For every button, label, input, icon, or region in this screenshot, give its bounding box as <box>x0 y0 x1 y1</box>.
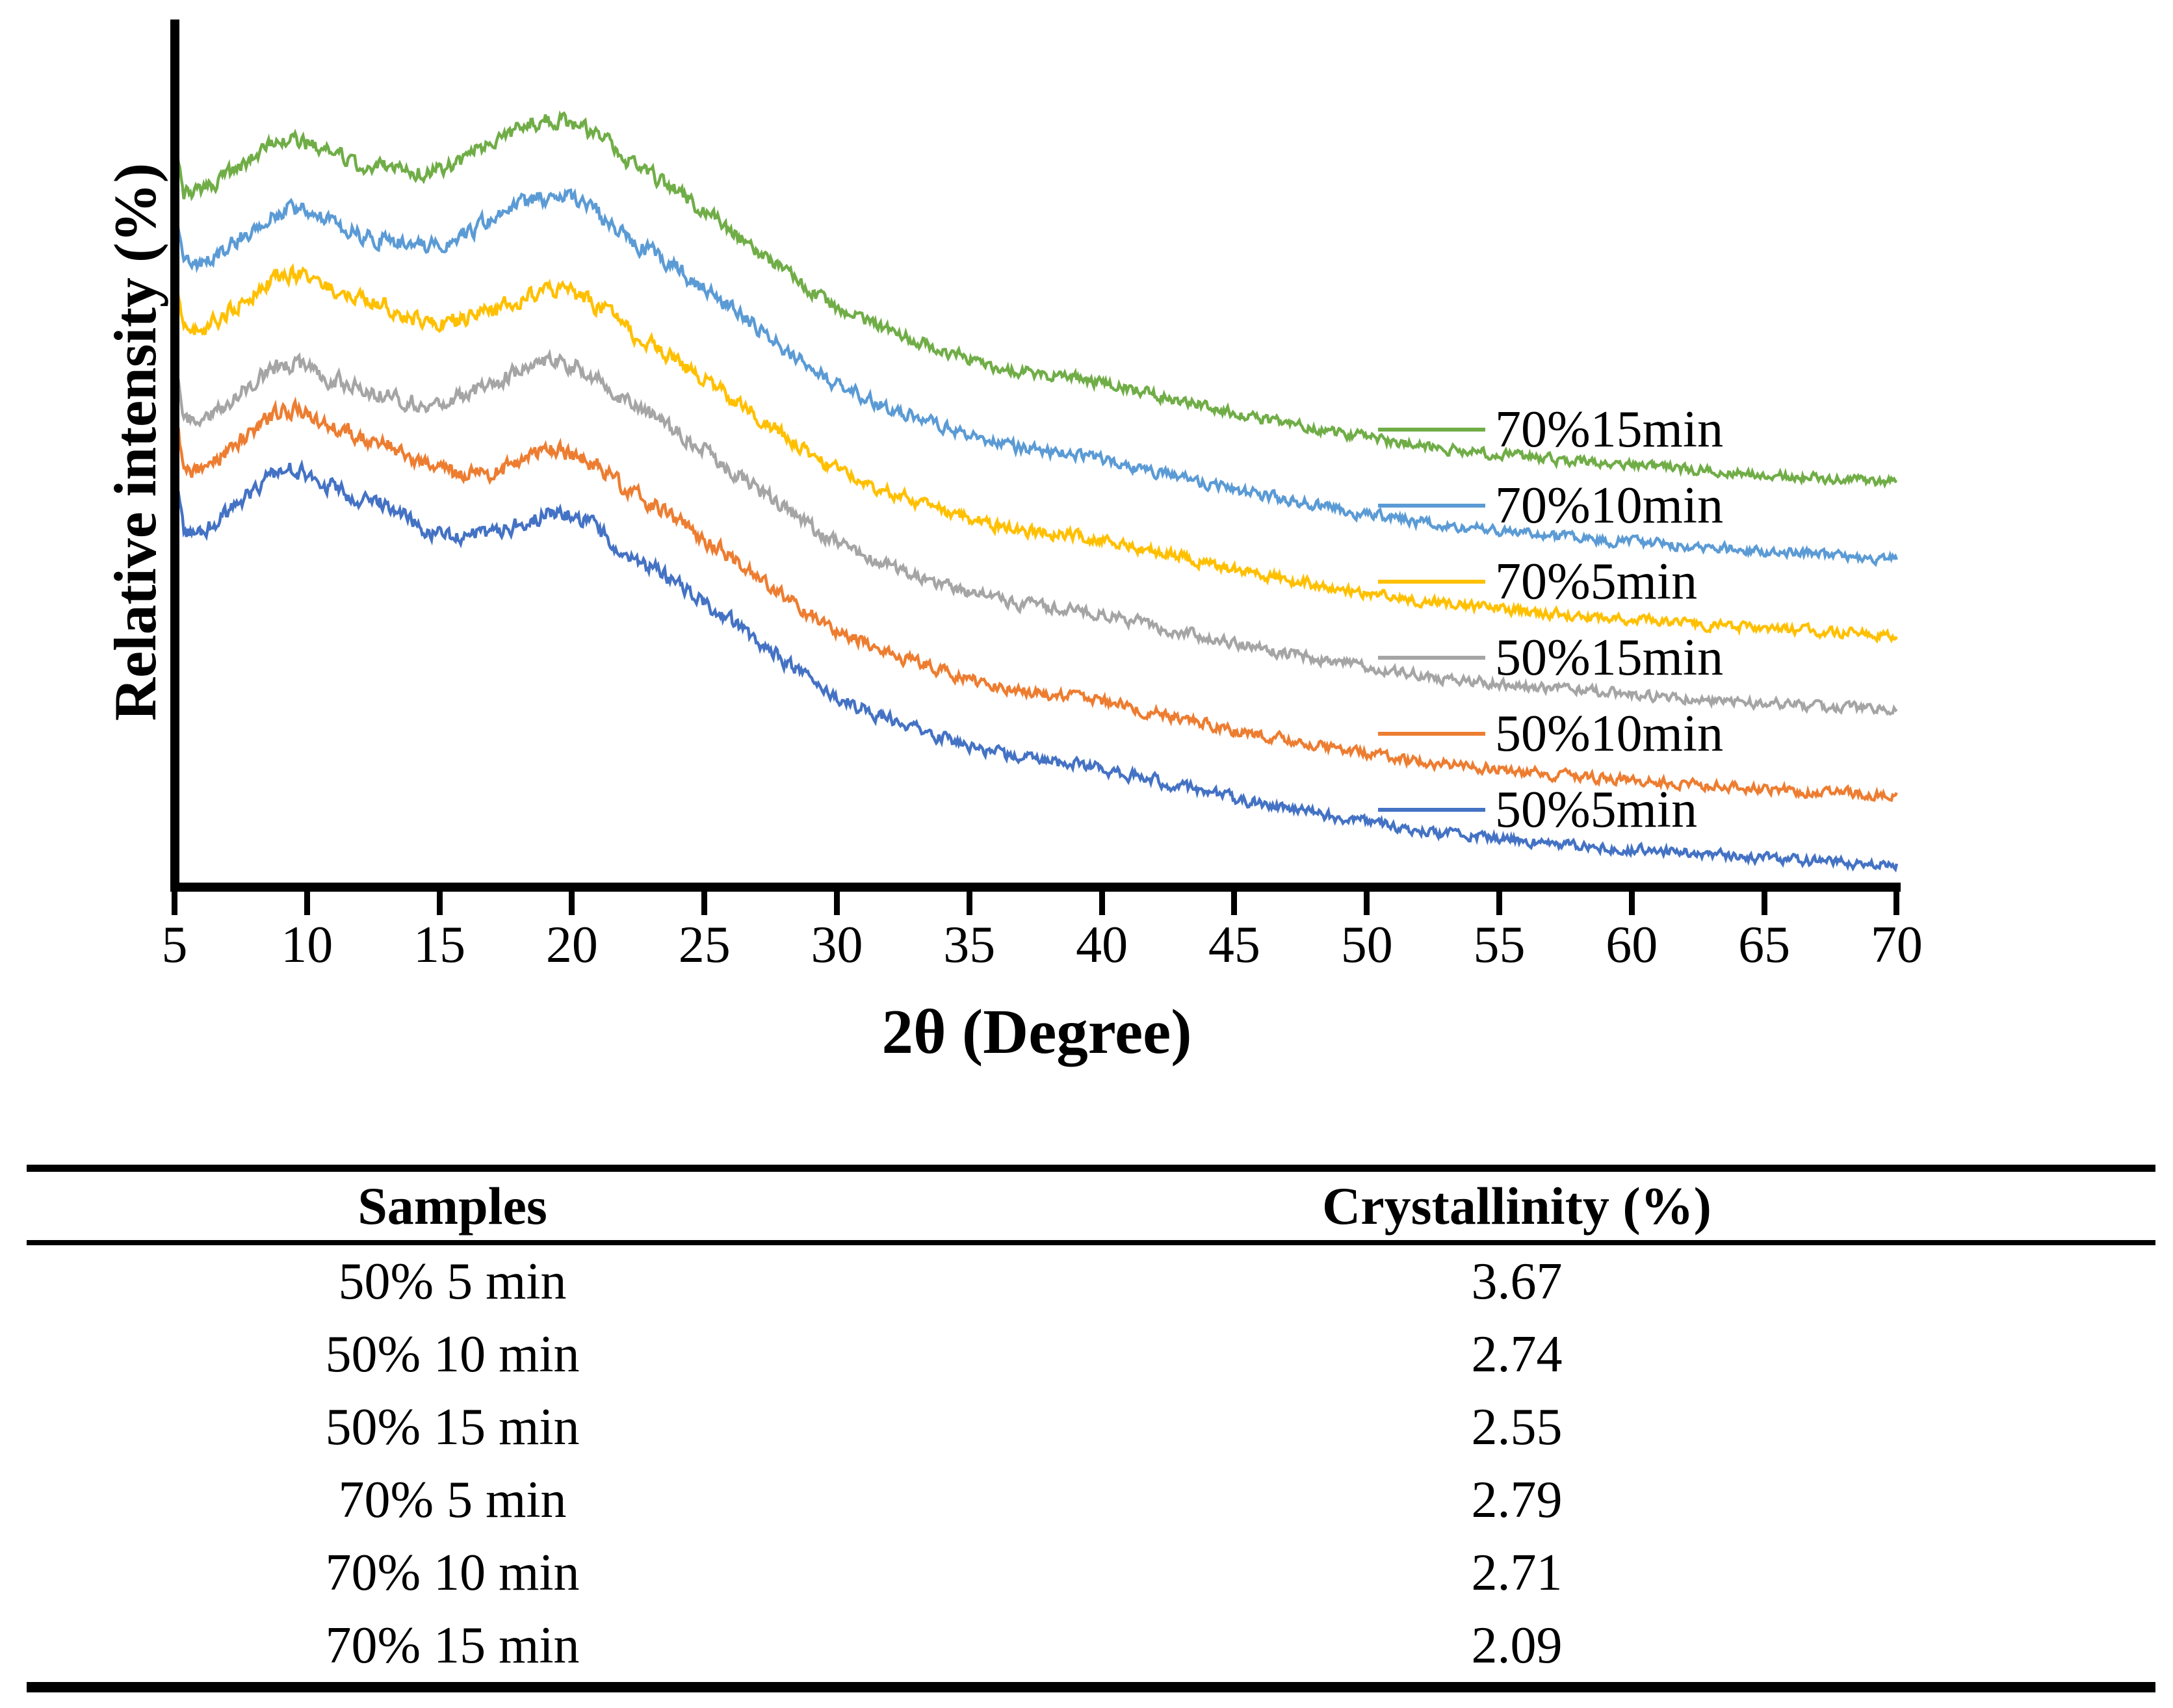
y-axis-title: Relative intensity (%) <box>102 162 168 721</box>
table-row: 70% 10 min 2.71 <box>27 1536 2155 1609</box>
crystallinity-cell: 2.79 <box>1471 1471 1563 1529</box>
x-tick-label: 20 <box>545 916 598 974</box>
x-tick-label: 50 <box>1340 916 1393 974</box>
table-row: 50% 10 min 2.74 <box>27 1318 2155 1391</box>
sample-cell: 50% 10 min <box>325 1325 580 1383</box>
x-tick-mark <box>436 892 443 915</box>
x-tick-label: 15 <box>413 916 466 974</box>
x-tick-mark <box>1099 892 1105 915</box>
curve-70pct15min <box>173 110 1898 489</box>
x-tick-label: 65 <box>1738 916 1791 974</box>
crystallinity-table-grid: Samples Crystallinity (%) 50% 5 min 3.67 5… <box>27 1165 2155 1692</box>
xrd-chart: 5 10 15 20 25 30 35 40 45 50 55 60 65 70 Relative int… <box>102 19 1923 1067</box>
x-tick-mark <box>1364 892 1370 915</box>
sample-cell: 50% 15 min <box>325 1398 580 1456</box>
x-tick-mark <box>834 892 840 915</box>
crystallinity-cell: 3.67 <box>1471 1252 1563 1310</box>
x-tick-mark <box>304 892 310 915</box>
table-row: 70% 5 min 2.79 <box>27 1464 2155 1536</box>
curve-70pct10min <box>173 188 1899 567</box>
crystallinity-cell: 2.55 <box>1471 1398 1563 1456</box>
table-header-row: Samples Crystallinity (%) <box>27 1168 2155 1245</box>
crystallinity-cell: 2.74 <box>1471 1325 1563 1383</box>
x-tick-mark <box>1496 892 1502 915</box>
x-tick-mark <box>1761 892 1767 915</box>
crystallinity-cell: 2.71 <box>1471 1544 1563 1601</box>
x-tick-mark <box>569 892 575 915</box>
x-tick-label: 35 <box>943 916 996 974</box>
xrd-curves <box>173 110 1899 873</box>
table-header-crystallinity: Crystallinity (%) <box>878 1168 2155 1245</box>
x-tick-label: 70 <box>1870 916 1923 974</box>
sample-cell: 50% 5 min <box>338 1252 567 1310</box>
x-tick-mark <box>1893 892 1900 915</box>
table-row: 50% 5 min 3.67 <box>27 1243 2155 1318</box>
sample-cell: 70% 5 min <box>338 1471 567 1529</box>
x-tick-label: 45 <box>1208 916 1260 974</box>
x-axis-line <box>170 883 1901 892</box>
x-tick-label: 40 <box>1076 916 1128 974</box>
curve-70pct5min <box>173 263 1898 644</box>
x-axis-title: 2θ (Degree) <box>881 997 1192 1067</box>
x-tick-label: 25 <box>678 916 731 974</box>
x-tick-label: 30 <box>811 916 863 974</box>
x-tick-label: 55 <box>1473 916 1526 974</box>
curve-50pct10min <box>173 396 1898 803</box>
table-row: 50% 15 min 2.55 <box>27 1391 2155 1464</box>
curve-50pct5min <box>173 459 1899 873</box>
crystallinity-table: Samples Crystallinity (%) 50% 5 min 3.67 5… <box>27 1165 2155 1692</box>
crystallinity-cell: 2.09 <box>1471 1616 1563 1674</box>
x-tick-mark <box>966 892 972 915</box>
table-header-samples: Samples <box>27 1168 878 1245</box>
x-tick-label: 60 <box>1606 916 1658 974</box>
x-tick-label: 5 <box>161 916 188 974</box>
sample-cell: 70% 10 min <box>325 1544 580 1601</box>
x-tick-mark <box>1628 892 1635 915</box>
sample-cell: 70% 15 min <box>325 1616 580 1674</box>
x-tick-mark <box>701 892 708 915</box>
x-tick-mark <box>172 892 177 915</box>
y-axis-line <box>170 19 179 892</box>
curve-50pct15min <box>173 348 1898 716</box>
x-tick-label: 10 <box>281 916 333 974</box>
table-row: 70% 15 min 2.09 <box>27 1609 2155 1687</box>
x-tick-mark <box>1231 892 1238 915</box>
